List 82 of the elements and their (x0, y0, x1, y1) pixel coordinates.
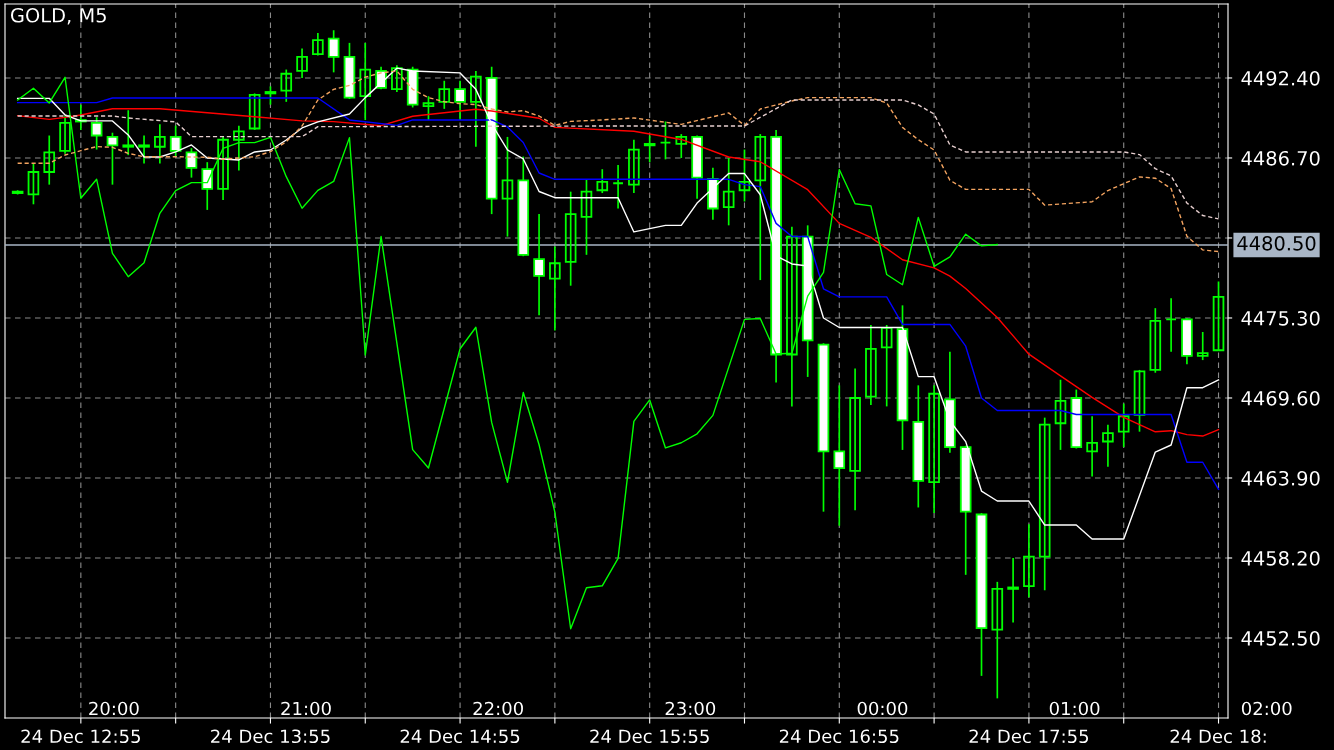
x2-tick-label: 23:00 (665, 701, 716, 716)
candlestick (391, 64, 403, 93)
candlestick (533, 213, 545, 317)
candlestick (849, 367, 861, 512)
candlestick (722, 157, 735, 227)
candlestick (1023, 523, 1035, 599)
candlestick (786, 225, 798, 408)
x2-tick-label: 22:00 (473, 701, 523, 716)
candlestick (1196, 331, 1209, 361)
candlestick (438, 79, 451, 110)
x-tick-label: 24 Dec 18: (1170, 729, 1266, 744)
candlestick (659, 120, 672, 161)
candlestick (185, 147, 198, 179)
candlestick (312, 32, 324, 57)
y-tick-label: 4492.40 (1241, 70, 1320, 86)
candlestick (122, 109, 135, 157)
candlestick (59, 115, 71, 155)
y-tick-label: 4463.90 (1241, 470, 1320, 486)
candlestick (928, 384, 940, 514)
candlestick (991, 581, 1004, 700)
candlestick (248, 92, 261, 131)
candlestick (612, 164, 624, 210)
candlestick (470, 70, 482, 148)
candlestick (1133, 369, 1146, 433)
x2-tick-label: 20:00 (89, 701, 139, 716)
y-tick-label: 4458.20 (1241, 550, 1320, 566)
candlestick (233, 124, 245, 172)
candlestick (90, 116, 103, 151)
candlestick (754, 133, 767, 281)
candlestick (422, 95, 435, 121)
candlestick (880, 324, 893, 408)
candlestick (1007, 557, 1019, 624)
candlestick (1165, 297, 1177, 353)
candlestick (264, 85, 277, 106)
candlestick (1086, 415, 1098, 478)
candlestick (75, 103, 87, 131)
candlestick (643, 134, 656, 164)
x2-tick-label: 00:00 (857, 701, 908, 716)
chart-title: GOLD, M5 (10, 7, 106, 25)
y-tick-label: 4486.70 (1241, 150, 1320, 166)
candlestick (580, 178, 593, 256)
candlestick (138, 134, 150, 165)
x-tick-label: 24 Dec 12:55 (21, 729, 140, 744)
candlestick (154, 123, 166, 165)
candlestick (201, 161, 214, 211)
y-tick-label: 4469.60 (1241, 390, 1320, 406)
x-tick-label: 24 Dec 17:55 (969, 729, 1089, 744)
candlestick (564, 190, 577, 287)
y-tick-label: 4475.30 (1241, 310, 1320, 326)
candlestick (628, 138, 640, 194)
candlestick (217, 136, 229, 201)
y-tick-label: 4452.50 (1241, 630, 1320, 646)
x-tick-label: 24 Dec 15:55 (590, 729, 709, 744)
candlestick (27, 162, 40, 206)
candlestick (327, 29, 340, 74)
candlestick (501, 136, 514, 238)
candlestick (549, 245, 561, 332)
x2-tick-label: 01:00 (1049, 701, 1100, 716)
candlestick (1054, 378, 1067, 451)
x2-tick-label: 02:00 (1241, 701, 1292, 716)
candlestick (454, 79, 466, 121)
x-tick-label: 24 Dec 13:55 (211, 729, 330, 744)
candlestick (296, 47, 308, 79)
x-tick-label: 24 Dec 14:55 (400, 729, 520, 744)
candlestick (675, 133, 688, 159)
x-tick-label: 24 Dec 16:55 (779, 729, 899, 744)
candlestick (1212, 280, 1225, 352)
candlestick (1149, 307, 1162, 374)
candlestick (1117, 402, 1130, 448)
ref-line-label: 4480.50 (1237, 235, 1316, 251)
candlestick (738, 148, 751, 203)
candlestick (1102, 423, 1114, 468)
candlestick (169, 124, 182, 158)
candlestick (1038, 416, 1051, 592)
candlestick (43, 134, 56, 186)
x2-tick-label: 21:00 (281, 701, 331, 716)
candlestick (596, 168, 609, 194)
candlestick (833, 384, 846, 527)
candlestick (359, 42, 372, 121)
candlestick (280, 68, 293, 103)
candlestick (865, 324, 877, 406)
candlestick (106, 131, 119, 186)
